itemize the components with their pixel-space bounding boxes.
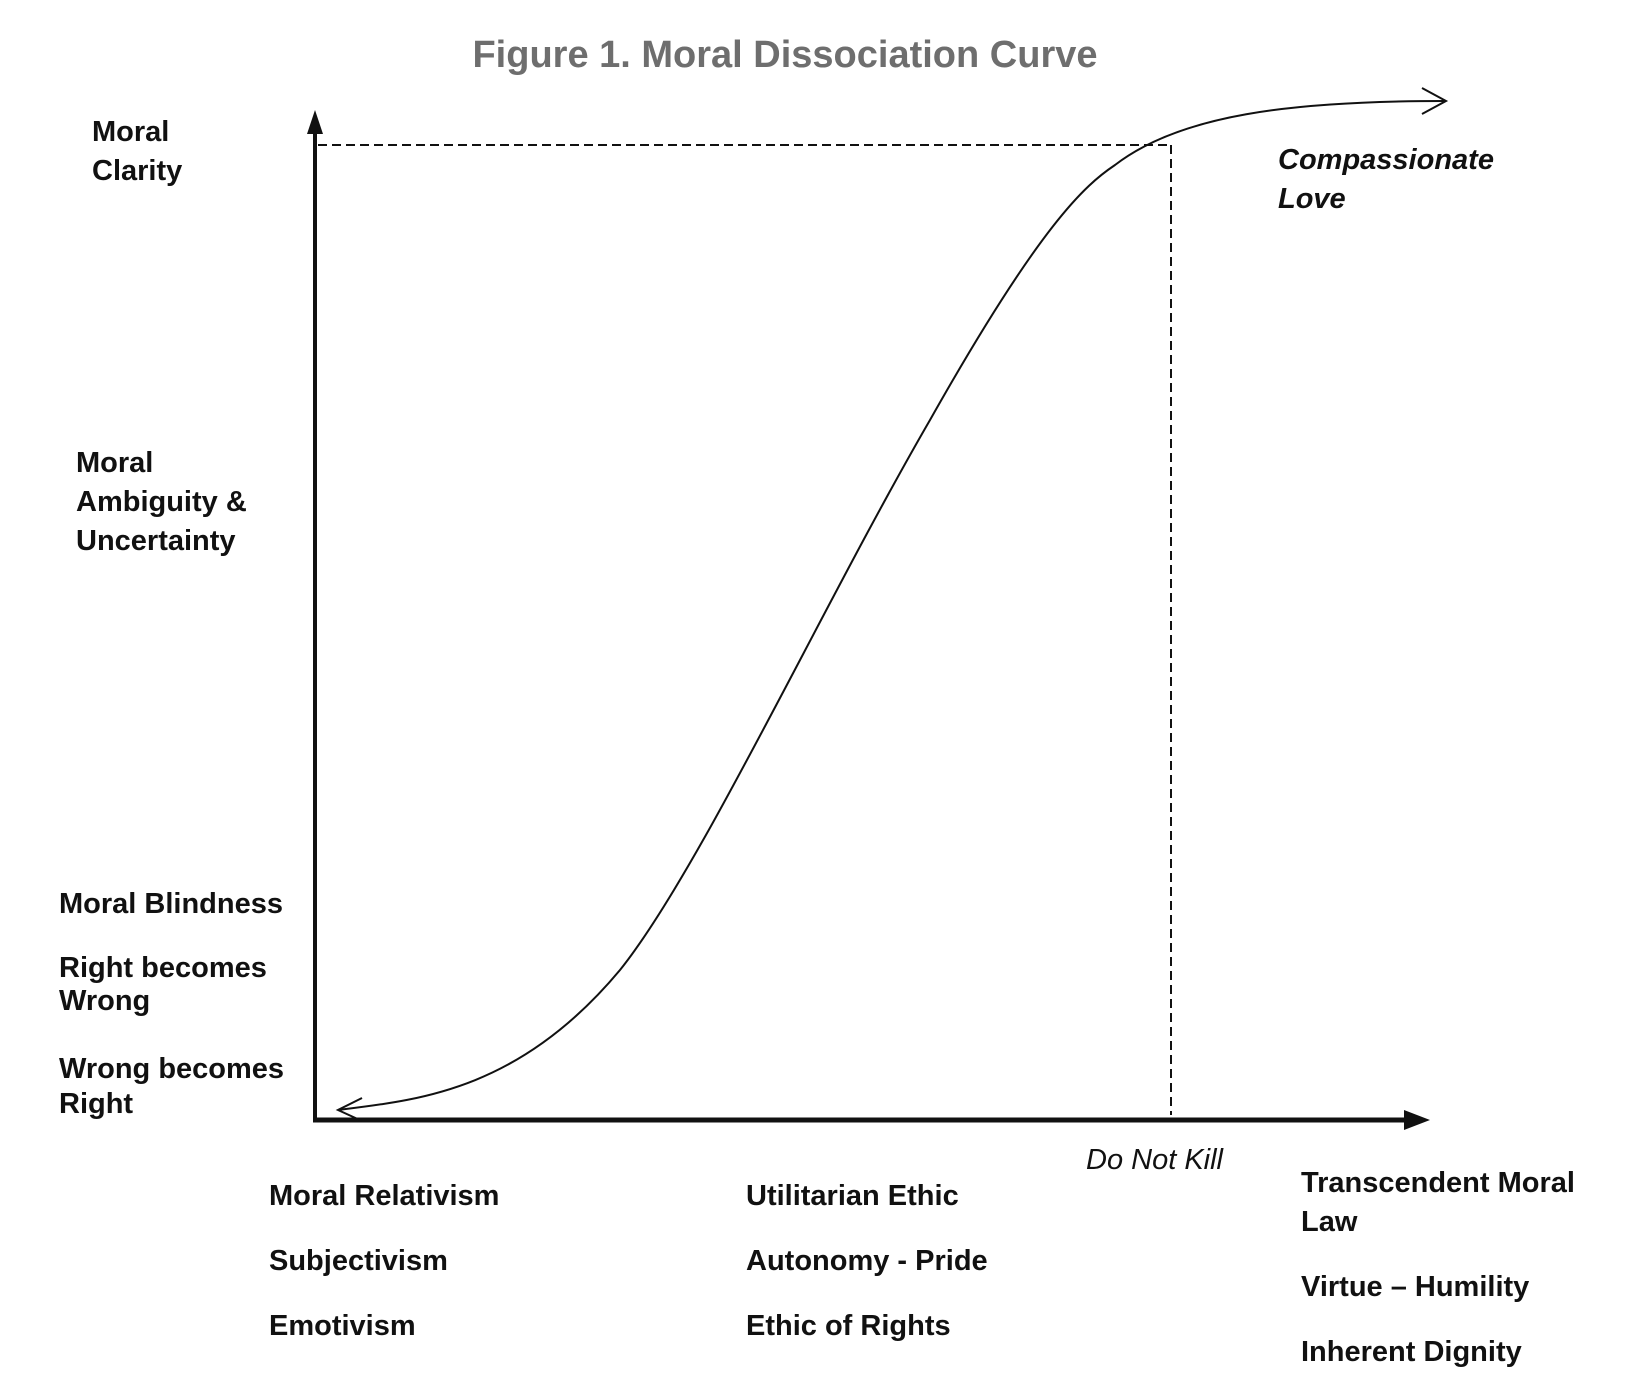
label-right-becomes-wrong-line1: Right becomes — [59, 952, 267, 984]
label-moral-ambiguity-line3: Uncertainty — [76, 525, 236, 557]
x-group-middle-item-2: Autonomy - Pride — [746, 1245, 988, 1277]
label-compassionate-love: Compassionate Love — [1278, 141, 1494, 219]
x-group-right-item-2: Inherent Dignity — [1301, 1336, 1522, 1368]
label-moral-ambiguity: Moral Ambiguity & Uncertainty — [76, 444, 247, 561]
x-group-left: Moral Relativism Subjectivism Emotivism — [269, 1164, 499, 1359]
curve-start-arrow — [335, 1097, 363, 1122]
label-compassionate-love-line1: Compassionate — [1278, 144, 1494, 176]
label-moral-ambiguity-line1: Moral — [76, 447, 154, 479]
label-compassionate-love-line2: Love — [1278, 183, 1346, 215]
label-wrong-becomes-right-line2: Right — [59, 1088, 134, 1120]
x-group-middle-item-3: Ethic of Rights — [746, 1310, 951, 1342]
label-moral-blindness: Moral Blindness — [59, 888, 283, 920]
label-wrong-becomes-right-line1: Wrong becomes — [59, 1053, 285, 1085]
label-do-not-kill: Do Not Kill — [1086, 1144, 1223, 1176]
y-axis-arrowhead — [307, 110, 323, 134]
x-group-left-item-3: Emotivism — [269, 1310, 416, 1342]
x-group-right-heading-line1: Transcendent Moral — [1301, 1167, 1575, 1199]
x-group-left-item-1: Moral Relativism — [269, 1180, 500, 1212]
curve-end-arrow — [1421, 87, 1449, 115]
x-group-right-item-1: Virtue – Humility — [1301, 1271, 1530, 1303]
label-moral-clarity-line2: Clarity — [92, 155, 183, 187]
figure-title: Figure 1. Moral Dissociation Curve — [472, 34, 1098, 76]
label-moral-ambiguity-line2: Ambiguity & — [76, 486, 247, 518]
label-wrong-becomes-right: Wrong becomes Right — [59, 1052, 284, 1122]
x-group-left-item-2: Subjectivism — [269, 1245, 448, 1277]
dissociation-curve — [337, 100, 1446, 1111]
x-axis-arrowhead — [1404, 1110, 1430, 1130]
x-group-right-heading-line2: Law — [1301, 1206, 1358, 1238]
label-moral-clarity: Moral Clarity — [92, 113, 182, 191]
label-right-becomes-wrong: Right becomes Wrong — [59, 952, 267, 1018]
label-right-becomes-wrong-line2: Wrong — [59, 985, 151, 1017]
x-group-right: Transcendent Moral Law Virtue – Humility… — [1301, 1164, 1575, 1372]
x-group-middle: Utilitarian Ethic Autonomy - Pride Ethic… — [746, 1164, 988, 1359]
x-group-middle-item-1: Utilitarian Ethic — [746, 1180, 959, 1212]
label-moral-clarity-line1: Moral — [92, 116, 170, 148]
